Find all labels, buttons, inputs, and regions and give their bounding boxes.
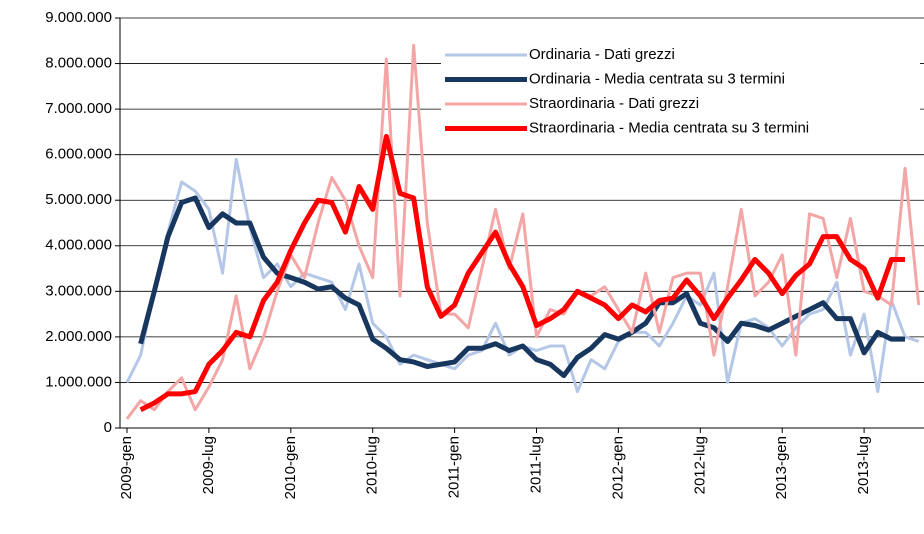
x-tick-label: 2013-lug: [855, 436, 872, 494]
series-line: [138, 195, 906, 379]
x-tick-label: 2010-lug: [364, 436, 381, 494]
series-line: [125, 157, 920, 394]
legend-label: Straordinaria - Media centrata su 3 term…: [529, 119, 809, 136]
x-tick-label: 2013-gen: [773, 436, 790, 499]
y-tick-label: 7.000.000: [45, 100, 112, 117]
x-tick-label: 2009-lug: [200, 436, 217, 494]
x-tick-label: 2009-gen: [118, 436, 135, 499]
y-tick-label: 4.000.000: [45, 237, 112, 254]
y-tick-label: 1.000.000: [45, 373, 112, 390]
legend-label: Ordinaria - Dati grezzi: [529, 46, 675, 63]
x-tick-label: 2011-lug: [527, 436, 544, 493]
y-tick-label: 3.000.000: [45, 282, 112, 299]
y-tick-label: 5.000.000: [45, 191, 112, 208]
x-tick-label: 2012-gen: [609, 436, 626, 499]
x-tick-label: 2010-gen: [282, 436, 299, 499]
x-tick-label: 2012-lug: [691, 436, 708, 494]
y-tick-label: 0: [104, 419, 112, 436]
x-tick-label: 2011-gen: [446, 436, 463, 498]
y-tick-label: 2.000.000: [45, 328, 112, 345]
legend-label: Straordinaria - Dati grezzi: [529, 95, 699, 112]
y-tick-label: 6.000.000: [45, 146, 112, 163]
series-line: [139, 133, 906, 413]
legend-label: Ordinaria - Media centrata su 3 termini: [529, 70, 785, 87]
y-tick-label: 8.000.000: [45, 55, 112, 72]
y-tick-label: 9.000.000: [45, 9, 112, 26]
